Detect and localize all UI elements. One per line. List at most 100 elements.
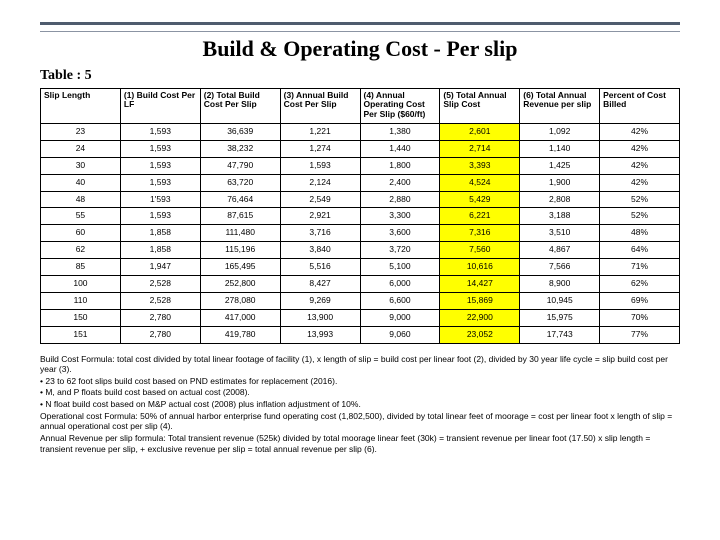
table-cell: 1,440 <box>360 140 440 157</box>
table-row: 1502,780417,00013,9009,00022,90015,97570… <box>41 309 680 326</box>
table-cell: 2,124 <box>280 174 360 191</box>
table-cell: 9,000 <box>360 309 440 326</box>
table-cell: 3,720 <box>360 242 440 259</box>
table-cell: 1,092 <box>520 124 600 141</box>
table-cell: 87,615 <box>200 208 280 225</box>
table-cell: 10,616 <box>440 259 520 276</box>
table-cell: 100 <box>41 276 121 293</box>
table-header-cell: (1) Build Cost Per LF <box>120 89 200 124</box>
cost-table-wrap: Slip Length(1) Build Cost Per LF(2) Tota… <box>40 88 680 344</box>
table-cell: 4,867 <box>520 242 600 259</box>
table-cell: 1,858 <box>120 242 200 259</box>
table-cell: 1,221 <box>280 124 360 141</box>
table-cell: 2,601 <box>440 124 520 141</box>
table-cell: 42% <box>600 157 680 174</box>
table-cell: 2,780 <box>120 309 200 326</box>
page-title: Build & Operating Cost - Per slip <box>0 36 720 62</box>
table-cell: 110 <box>41 292 121 309</box>
table-cell: 48 <box>41 191 121 208</box>
table-cell: 47,790 <box>200 157 280 174</box>
table-cell: 14,427 <box>440 276 520 293</box>
table-cell: 3,393 <box>440 157 520 174</box>
table-header-cell: Percent of Cost Billed <box>600 89 680 124</box>
table-cell: 2,808 <box>520 191 600 208</box>
table-cell: 40 <box>41 174 121 191</box>
table-header-cell: (4) Annual Operating Cost Per Slip ($60/… <box>360 89 440 124</box>
table-cell: 1'593 <box>120 191 200 208</box>
table-cell: 64% <box>600 242 680 259</box>
table-cell: 3,600 <box>360 225 440 242</box>
table-cell: 2,400 <box>360 174 440 191</box>
table-row: 301,59347,7901,5931,8003,3931,42542% <box>41 157 680 174</box>
table-cell: 115,196 <box>200 242 280 259</box>
table-cell: 150 <box>41 309 121 326</box>
table-row: 231,59336,6391,2211,3802,6011,09242% <box>41 124 680 141</box>
table-header-cell: (3) Annual Build Cost Per Slip <box>280 89 360 124</box>
table-cell: 2,549 <box>280 191 360 208</box>
table-cell: 151 <box>41 326 121 343</box>
table-cell: 1,593 <box>120 208 200 225</box>
table-cell: 1,425 <box>520 157 600 174</box>
table-cell: 111,480 <box>200 225 280 242</box>
table-row: 851,947165,4955,5165,10010,6167,56671% <box>41 259 680 276</box>
table-cell: 62 <box>41 242 121 259</box>
table-cell: 55 <box>41 208 121 225</box>
table-cell: 6,221 <box>440 208 520 225</box>
table-cell: 9,060 <box>360 326 440 343</box>
table-cell: 3,188 <box>520 208 600 225</box>
table-cell: 5,429 <box>440 191 520 208</box>
table-cell: 6,600 <box>360 292 440 309</box>
table-header-cell: (6) Total Annual Revenue per slip <box>520 89 600 124</box>
table-row: 401,59363,7202,1242,4004,5241,90042% <box>41 174 680 191</box>
footer-notes: Build Cost Formula: total cost divided b… <box>40 354 680 455</box>
table-cell: 2,880 <box>360 191 440 208</box>
table-cell: 419,780 <box>200 326 280 343</box>
cost-table: Slip Length(1) Build Cost Per LF(2) Tota… <box>40 88 680 344</box>
table-cell: 22,900 <box>440 309 520 326</box>
table-cell: 7,560 <box>440 242 520 259</box>
table-cell: 3,840 <box>280 242 360 259</box>
note-line: • M, and P floats build cost based on ac… <box>40 387 680 398</box>
table-cell: 9,269 <box>280 292 360 309</box>
note-line: Operational cost Formula: 50% of annual … <box>40 411 680 432</box>
table-cell: 1,800 <box>360 157 440 174</box>
table-cell: 1,593 <box>120 140 200 157</box>
table-cell: 13,900 <box>280 309 360 326</box>
table-cell: 2,714 <box>440 140 520 157</box>
table-cell: 42% <box>600 140 680 157</box>
table-cell: 8,427 <box>280 276 360 293</box>
table-label: Table : 5 <box>40 68 720 84</box>
table-cell: 8,900 <box>520 276 600 293</box>
table-cell: 71% <box>600 259 680 276</box>
table-header-cell: (2) Total Build Cost Per Slip <box>200 89 280 124</box>
table-cell: 42% <box>600 124 680 141</box>
table-row: 1512,780419,78013,9939,06023,05217,74377… <box>41 326 680 343</box>
table-cell: 7,566 <box>520 259 600 276</box>
table-header-cell: (5) Total Annual Slip Cost <box>440 89 520 124</box>
table-cell: 1,947 <box>120 259 200 276</box>
table-cell: 62% <box>600 276 680 293</box>
note-line: Annual Revenue per slip formula: Total t… <box>40 433 680 454</box>
table-cell: 63,720 <box>200 174 280 191</box>
table-cell: 76,464 <box>200 191 280 208</box>
table-cell: 15,869 <box>440 292 520 309</box>
table-cell: 10,945 <box>520 292 600 309</box>
table-cell: 1,593 <box>120 174 200 191</box>
table-cell: 36,639 <box>200 124 280 141</box>
table-body: 231,59336,6391,2211,3802,6011,09242%241,… <box>41 124 680 344</box>
table-cell: 1,900 <box>520 174 600 191</box>
table-cell: 417,000 <box>200 309 280 326</box>
table-cell: 1,140 <box>520 140 600 157</box>
table-cell: 1,858 <box>120 225 200 242</box>
table-cell: 7,316 <box>440 225 520 242</box>
table-cell: 165,495 <box>200 259 280 276</box>
table-cell: 2,528 <box>120 276 200 293</box>
table-cell: 77% <box>600 326 680 343</box>
note-line: • N float build cost based on M&P actual… <box>40 399 680 410</box>
table-row: 1102,528278,0809,2696,60015,86910,94569% <box>41 292 680 309</box>
table-row: 241,59338,2321,2741,4402,7141,14042% <box>41 140 680 157</box>
table-cell: 15,975 <box>520 309 600 326</box>
header-rule <box>40 22 680 32</box>
table-cell: 3,510 <box>520 225 600 242</box>
table-row: 551,59387,6152,9213,3006,2213,18852% <box>41 208 680 225</box>
